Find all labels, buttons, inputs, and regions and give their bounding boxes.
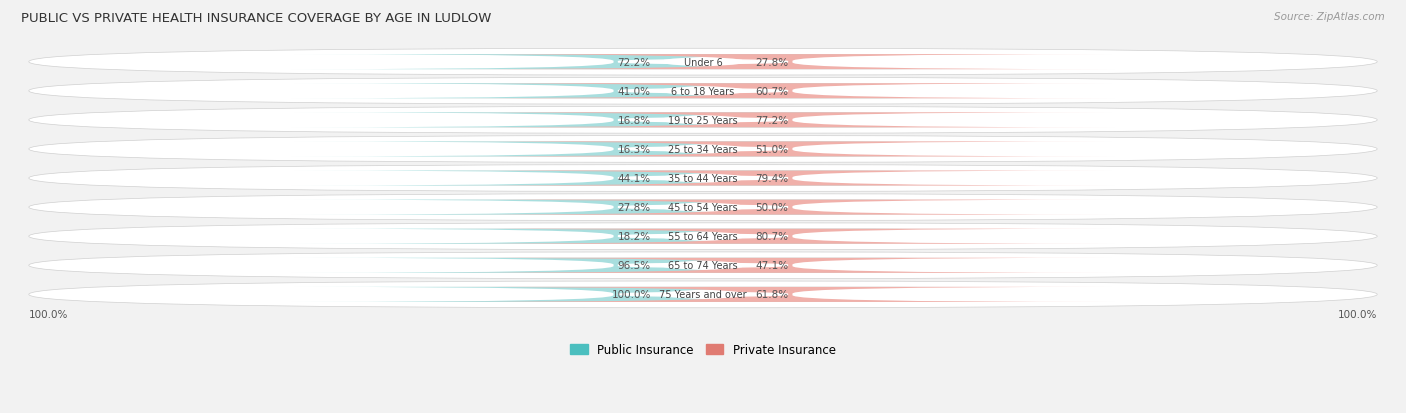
- Text: 55 to 64 Years: 55 to 64 Years: [668, 232, 738, 242]
- Text: 100.0%: 100.0%: [612, 290, 651, 300]
- FancyBboxPatch shape: [28, 107, 1378, 134]
- Text: 6 to 18 Years: 6 to 18 Years: [672, 87, 734, 97]
- Text: 16.3%: 16.3%: [617, 145, 651, 154]
- Text: 75 Years and over: 75 Years and over: [659, 290, 747, 300]
- Text: 45 to 54 Years: 45 to 54 Years: [668, 203, 738, 213]
- FancyBboxPatch shape: [422, 229, 1115, 244]
- FancyBboxPatch shape: [422, 55, 1115, 70]
- FancyBboxPatch shape: [291, 113, 984, 128]
- FancyBboxPatch shape: [291, 142, 984, 157]
- Text: Under 6: Under 6: [683, 57, 723, 67]
- FancyBboxPatch shape: [422, 142, 1115, 157]
- Legend: Public Insurance, Private Insurance: Public Insurance, Private Insurance: [565, 338, 841, 361]
- Text: 72.2%: 72.2%: [617, 57, 651, 67]
- Circle shape: [619, 90, 787, 93]
- Text: 96.5%: 96.5%: [617, 261, 651, 271]
- FancyBboxPatch shape: [291, 287, 984, 302]
- Text: 61.8%: 61.8%: [755, 290, 789, 300]
- FancyBboxPatch shape: [28, 136, 1378, 163]
- FancyBboxPatch shape: [28, 252, 1378, 279]
- FancyBboxPatch shape: [291, 200, 984, 215]
- Circle shape: [619, 177, 787, 180]
- FancyBboxPatch shape: [291, 55, 984, 70]
- Text: 25 to 34 Years: 25 to 34 Years: [668, 145, 738, 154]
- FancyBboxPatch shape: [28, 78, 1378, 105]
- FancyBboxPatch shape: [422, 200, 1115, 215]
- Text: 16.8%: 16.8%: [617, 116, 651, 126]
- Text: 50.0%: 50.0%: [755, 203, 789, 213]
- Text: 44.1%: 44.1%: [617, 173, 651, 184]
- FancyBboxPatch shape: [422, 258, 1115, 273]
- FancyBboxPatch shape: [422, 287, 1115, 302]
- Text: PUBLIC VS PRIVATE HEALTH INSURANCE COVERAGE BY AGE IN LUDLOW: PUBLIC VS PRIVATE HEALTH INSURANCE COVER…: [21, 12, 492, 25]
- FancyBboxPatch shape: [422, 84, 1115, 99]
- Text: 100.0%: 100.0%: [28, 309, 67, 319]
- Text: 79.4%: 79.4%: [755, 173, 789, 184]
- Circle shape: [619, 235, 787, 238]
- FancyBboxPatch shape: [291, 171, 984, 186]
- Text: 18.2%: 18.2%: [617, 232, 651, 242]
- Text: 77.2%: 77.2%: [755, 116, 789, 126]
- Circle shape: [619, 264, 787, 268]
- Text: 27.8%: 27.8%: [755, 57, 789, 67]
- Text: 35 to 44 Years: 35 to 44 Years: [668, 173, 738, 184]
- Text: 51.0%: 51.0%: [755, 145, 789, 154]
- FancyBboxPatch shape: [28, 194, 1378, 221]
- FancyBboxPatch shape: [28, 165, 1378, 192]
- Circle shape: [619, 61, 787, 64]
- Text: Source: ZipAtlas.com: Source: ZipAtlas.com: [1274, 12, 1385, 22]
- Text: 41.0%: 41.0%: [617, 87, 651, 97]
- FancyBboxPatch shape: [28, 223, 1378, 250]
- FancyBboxPatch shape: [291, 258, 984, 273]
- FancyBboxPatch shape: [422, 113, 1115, 128]
- Text: 65 to 74 Years: 65 to 74 Years: [668, 261, 738, 271]
- FancyBboxPatch shape: [28, 281, 1378, 308]
- Text: 100.0%: 100.0%: [1339, 309, 1378, 319]
- FancyBboxPatch shape: [422, 171, 1115, 186]
- FancyBboxPatch shape: [28, 49, 1378, 76]
- Text: 19 to 25 Years: 19 to 25 Years: [668, 116, 738, 126]
- Circle shape: [619, 206, 787, 209]
- Text: 60.7%: 60.7%: [755, 87, 789, 97]
- Circle shape: [619, 148, 787, 152]
- Text: 27.8%: 27.8%: [617, 203, 651, 213]
- Circle shape: [619, 293, 787, 297]
- Circle shape: [619, 119, 787, 122]
- FancyBboxPatch shape: [291, 84, 984, 99]
- FancyBboxPatch shape: [291, 229, 984, 244]
- Text: 47.1%: 47.1%: [755, 261, 789, 271]
- Text: 80.7%: 80.7%: [755, 232, 789, 242]
